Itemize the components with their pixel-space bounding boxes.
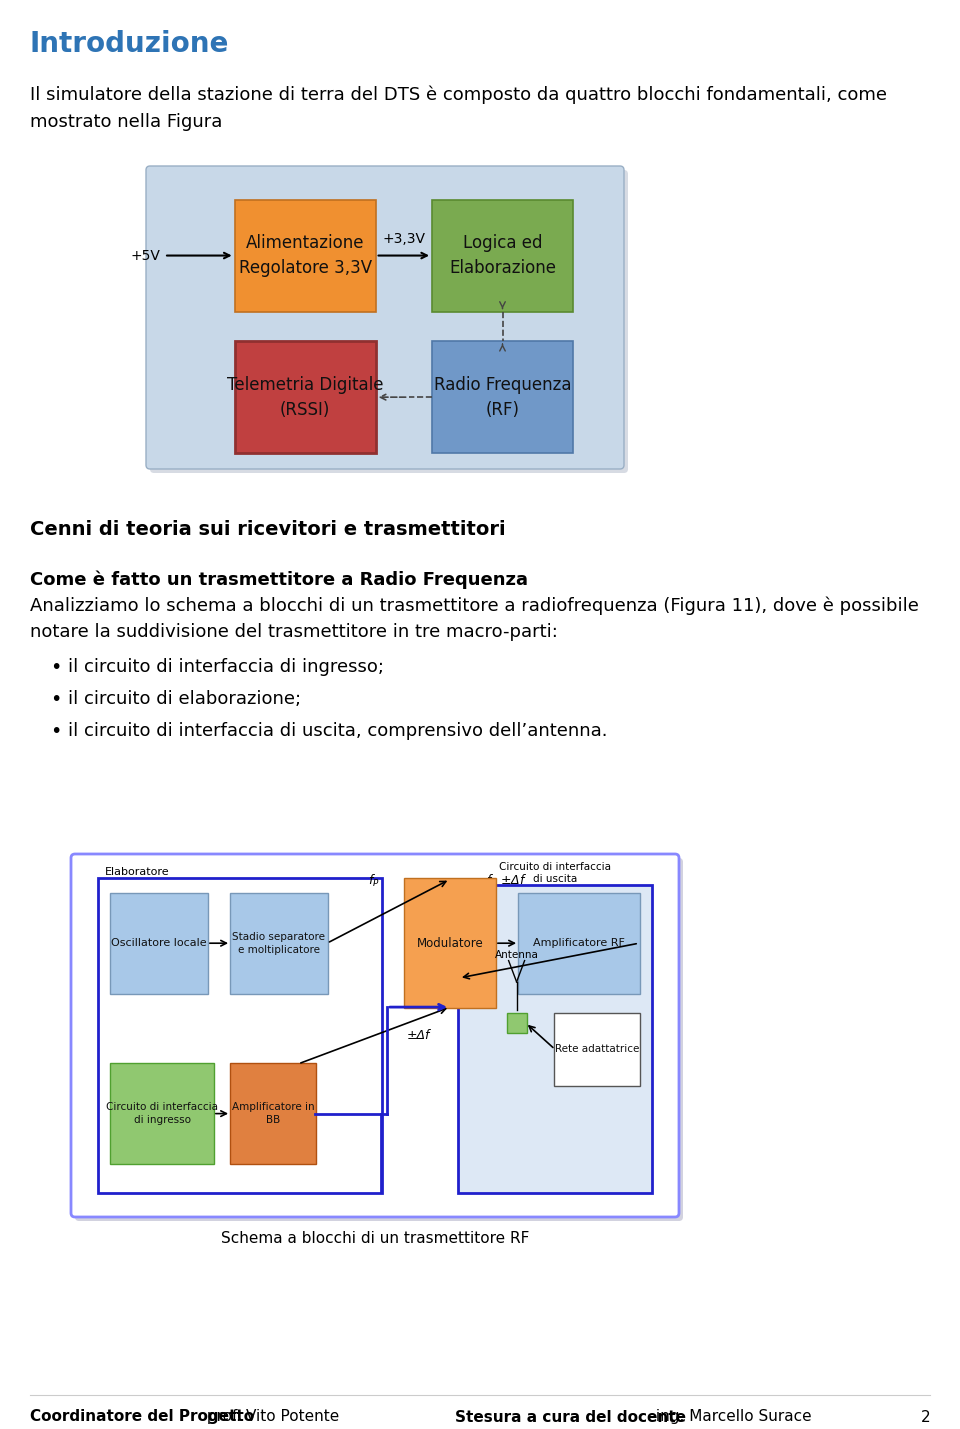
Text: Circuito di interfaccia
di ingresso: Circuito di interfaccia di ingresso (106, 1102, 218, 1125)
Text: Introduzione: Introduzione (30, 30, 229, 59)
Text: il circuito di elaborazione;: il circuito di elaborazione; (68, 690, 301, 707)
FancyBboxPatch shape (518, 893, 640, 995)
Text: f$_P$: f$_P$ (368, 872, 379, 889)
Text: Coordinatore del Progetto: Coordinatore del Progetto (30, 1409, 254, 1425)
Text: Oscillatore locale: Oscillatore locale (111, 939, 206, 949)
Text: ing. Marcello Surace: ing. Marcello Surace (651, 1409, 811, 1425)
Text: Stadio separatore
e moltiplicatore: Stadio separatore e moltiplicatore (232, 932, 325, 955)
Text: +3,3V: +3,3V (382, 231, 425, 246)
Text: ±Δf: ±Δf (407, 1029, 430, 1042)
Text: Logica ed
Elaborazione: Logica ed Elaborazione (449, 234, 556, 277)
Text: f$_P$ ±Δf: f$_P$ ±Δf (487, 872, 528, 889)
Text: Analizziamo lo schema a blocchi di un trasmettitore a radiofrequenza (Figura 11): Analizziamo lo schema a blocchi di un tr… (30, 596, 919, 640)
FancyBboxPatch shape (110, 893, 208, 995)
Text: •: • (50, 657, 61, 677)
Text: Antenna: Antenna (494, 950, 539, 960)
Text: Stesura a cura del docente: Stesura a cura del docente (455, 1409, 686, 1425)
FancyBboxPatch shape (146, 166, 624, 469)
FancyBboxPatch shape (71, 855, 679, 1218)
Text: Come è fatto un trasmettitore a Radio Frequenza: Come è fatto un trasmettitore a Radio Fr… (30, 570, 528, 589)
Text: Telemetria Digitale
(RSSI): Telemetria Digitale (RSSI) (227, 376, 383, 419)
FancyBboxPatch shape (458, 886, 652, 1193)
Text: Rete adattatrice: Rete adattatrice (555, 1045, 639, 1055)
FancyBboxPatch shape (110, 1063, 214, 1165)
Text: Schema a blocchi di un trasmettitore RF: Schema a blocchi di un trasmettitore RF (221, 1230, 529, 1246)
Text: Amplificatore in
BB: Amplificatore in BB (231, 1102, 314, 1125)
Text: 2: 2 (921, 1409, 930, 1425)
FancyBboxPatch shape (234, 342, 375, 453)
FancyBboxPatch shape (432, 342, 573, 453)
Text: Il simulatore della stazione di terra del DTS è composto da quattro blocchi fond: Il simulatore della stazione di terra de… (30, 84, 887, 131)
Text: Circuito di interfaccia
di uscita: Circuito di interfaccia di uscita (499, 862, 611, 885)
Text: +5V: +5V (131, 249, 160, 263)
FancyBboxPatch shape (234, 200, 375, 312)
Text: Cenni di teoria sui ricevitori e trasmettitori: Cenni di teoria sui ricevitori e trasmet… (30, 520, 506, 539)
FancyBboxPatch shape (507, 1013, 527, 1033)
FancyBboxPatch shape (230, 1063, 316, 1165)
Text: •: • (50, 690, 61, 709)
Text: Alimentazione
Regolatore 3,3V: Alimentazione Regolatore 3,3V (238, 234, 372, 277)
FancyBboxPatch shape (432, 200, 573, 312)
Text: prof. Vito Potente: prof. Vito Potente (202, 1409, 339, 1425)
FancyBboxPatch shape (75, 857, 683, 1220)
FancyBboxPatch shape (150, 170, 628, 473)
Text: il circuito di interfaccia di ingresso;: il circuito di interfaccia di ingresso; (68, 657, 384, 676)
FancyBboxPatch shape (230, 893, 328, 995)
FancyBboxPatch shape (404, 879, 496, 1007)
Text: il circuito di interfaccia di uscita, comprensivo dell’antenna.: il circuito di interfaccia di uscita, co… (68, 722, 608, 740)
Text: Elaboratore: Elaboratore (105, 867, 170, 877)
Text: •: • (50, 722, 61, 742)
FancyBboxPatch shape (554, 1013, 640, 1086)
Text: Amplificatore RF: Amplificatore RF (533, 939, 625, 949)
Text: Modulatore: Modulatore (417, 936, 484, 950)
Text: Radio Frequenza
(RF): Radio Frequenza (RF) (434, 376, 571, 419)
